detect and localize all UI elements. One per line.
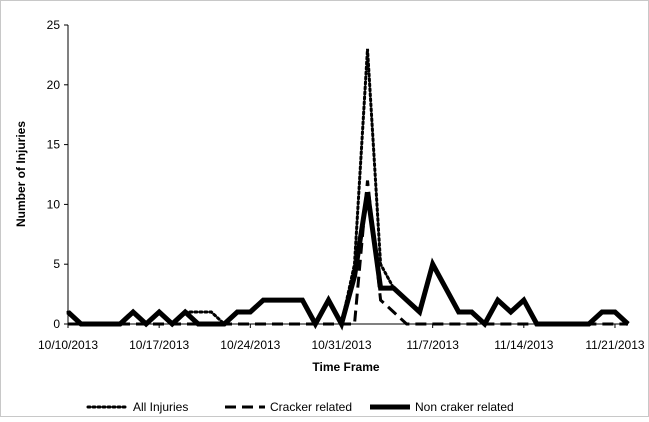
series-line-dotted xyxy=(66,48,630,329)
x-tick-label: 11/21/2013 xyxy=(585,338,644,352)
legend-label: All Injuries xyxy=(133,400,188,414)
x-tick-label: 10/10/2013 xyxy=(38,338,98,352)
x-tick-label: 10/17/2013 xyxy=(129,338,189,352)
x-tick-label: 11/14/2013 xyxy=(494,338,553,352)
axes: 0 5 10 15 20 25 10/10/2013 10/17/2013 10/24/2013… xyxy=(38,18,645,352)
x-tick-label: 10/31/2013 xyxy=(311,338,371,352)
series-layer xyxy=(66,48,630,331)
y-axis-title: Number of Injuries xyxy=(14,121,28,227)
legend: All Injuries Cracker related Non craker re… xyxy=(86,400,514,414)
y-tick-label: 15 xyxy=(47,138,61,152)
y-tick-label: 20 xyxy=(47,78,61,92)
y-tick-label: 10 xyxy=(47,197,61,211)
series-line-dashed xyxy=(68,180,628,326)
legend-label: Cracker related xyxy=(270,400,352,414)
y-tick-label: 25 xyxy=(47,18,61,32)
legend-label: Non craker related xyxy=(415,400,514,414)
x-tick-label: 11/7/2013 xyxy=(406,338,459,352)
y-tick-label: 5 xyxy=(53,257,60,271)
y-tick-label: 0 xyxy=(53,317,60,331)
x-tick-label: 10/24/2013 xyxy=(220,338,280,352)
x-axis-title: Time Frame xyxy=(312,360,379,374)
